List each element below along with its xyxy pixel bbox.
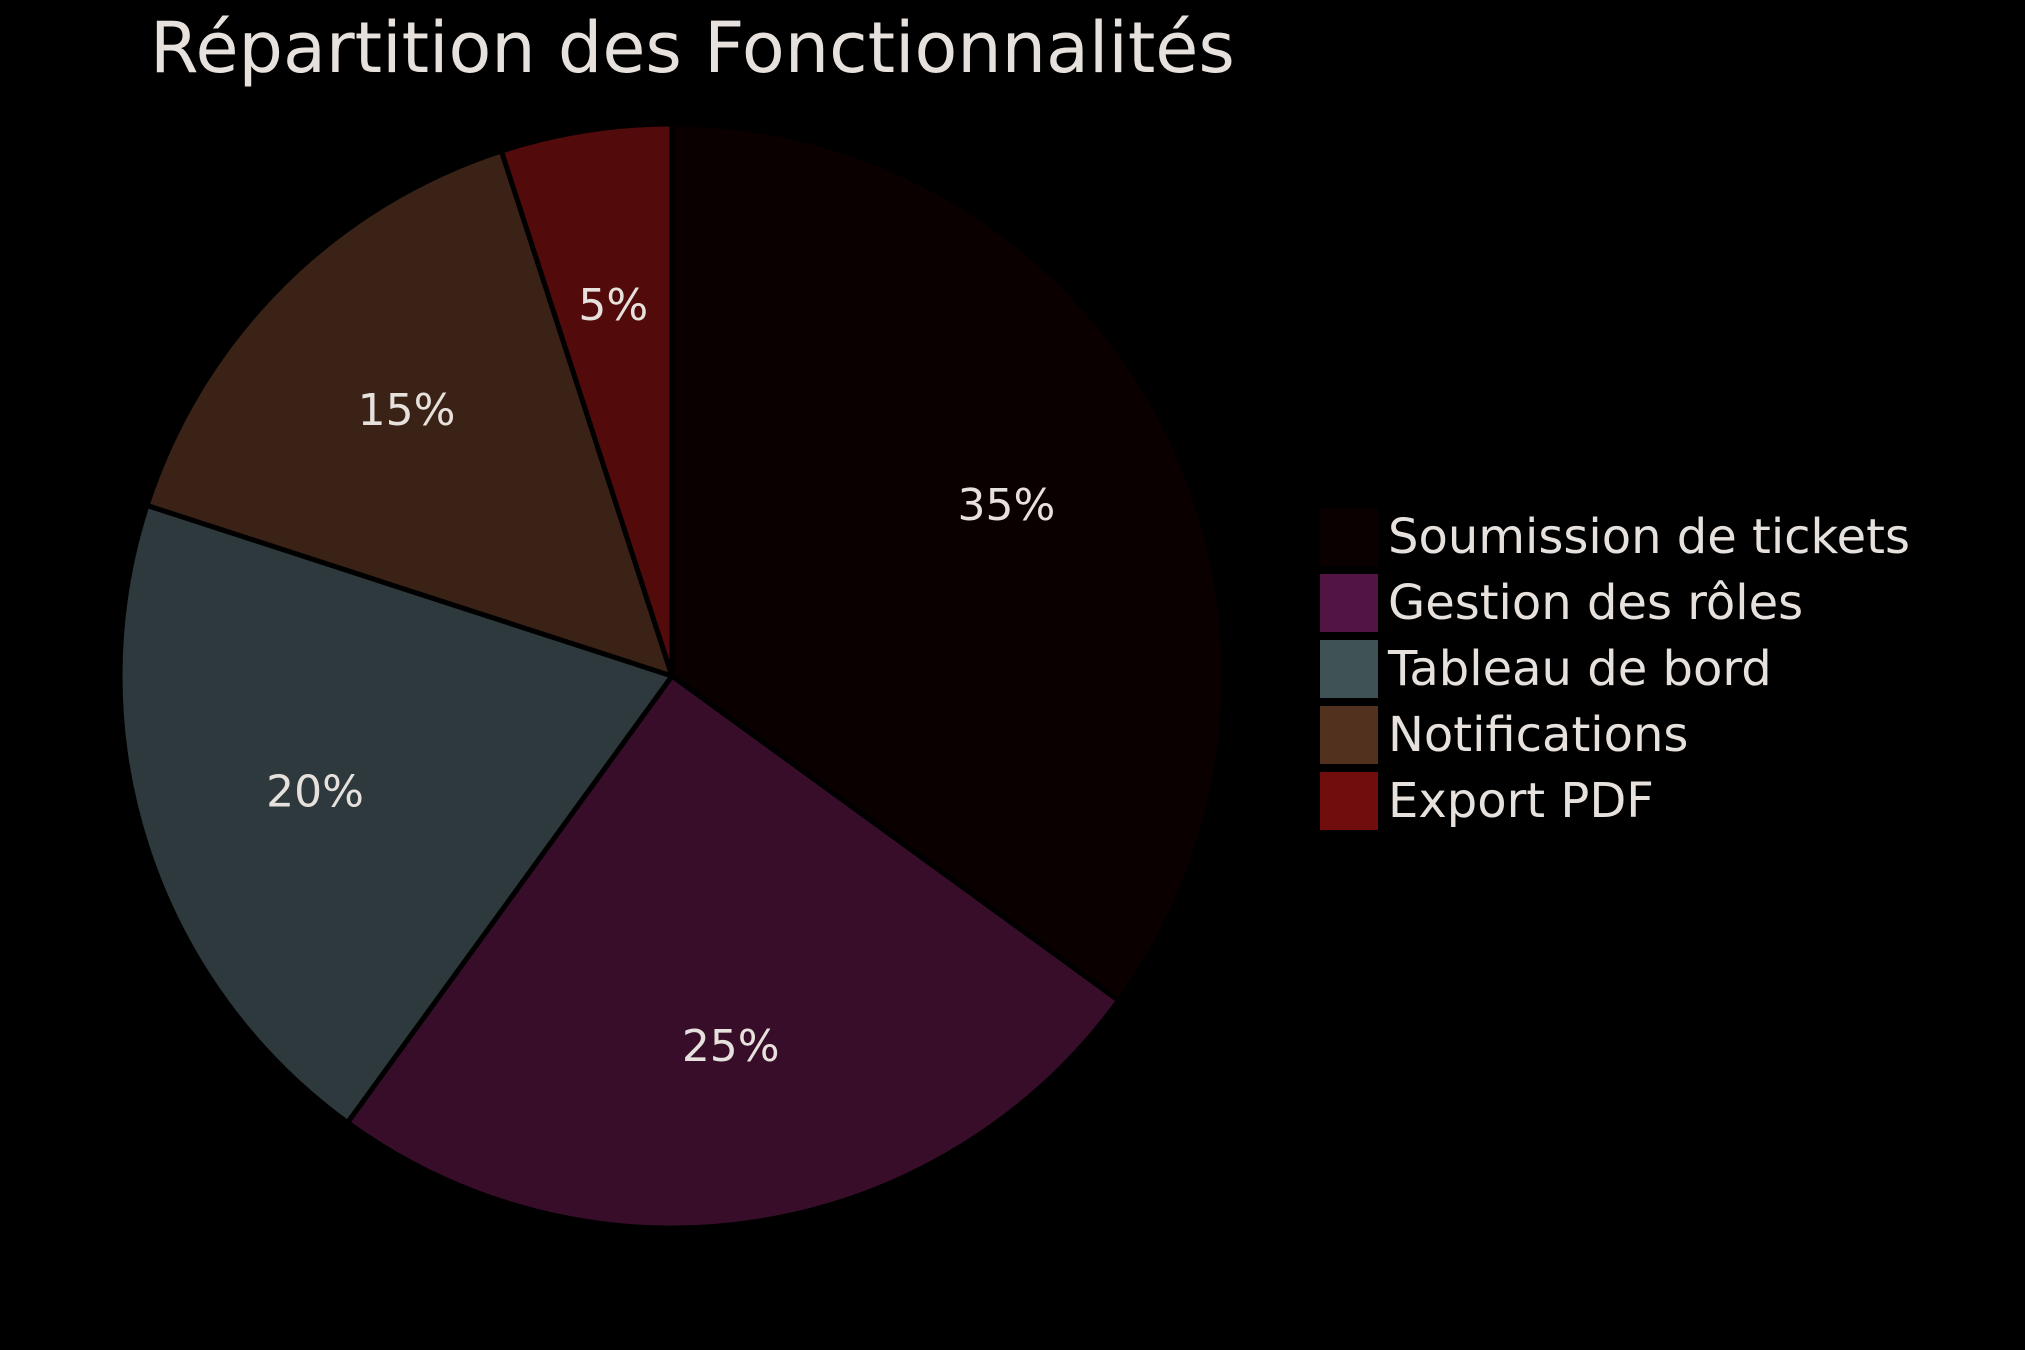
legend-label-export-pdf: Export PDF (1388, 773, 1654, 829)
pie-slice-soumission-de-tickets (669, 121, 1227, 1003)
legend-label-gestion-des-roles: Gestion des rôles (1388, 575, 1803, 631)
slice-labels: 35% 25% 20% 15% 5% (266, 280, 1055, 1072)
legend-swatch-notifications (1320, 706, 1378, 764)
pie-slices (117, 121, 1227, 1231)
slice-value-label-export-pdf: 5% (578, 280, 648, 331)
slice-value-label-tableau-de-bord: 20% (266, 766, 364, 817)
legend-swatch-export-pdf (1320, 772, 1378, 830)
pie-slice-notifications (144, 148, 675, 679)
slice-value-label-notifications: 15% (358, 385, 456, 436)
legend: Soumission de tickets Gestion des rôles Ta… (1320, 508, 1910, 830)
pie-slice-export-pdf (498, 121, 675, 679)
legend-label-notifications: Notifications (1388, 707, 1688, 763)
legend-swatch-tableau-de-bord (1320, 640, 1378, 698)
legend-swatch-gestion-des-roles (1320, 574, 1378, 632)
legend-swatch-soumission-de-tickets (1320, 508, 1378, 566)
chart-title: Répartition des Fonctionnalités (150, 7, 1235, 89)
legend-label-tableau-de-bord: Tableau de bord (1387, 641, 1772, 697)
pie-slice-gestion-des-roles (345, 673, 1122, 1231)
pie-slice-tableau-de-bord (117, 502, 675, 1126)
slice-value-label-gestion-des-roles: 25% (682, 1021, 780, 1072)
legend-label-soumission-de-tickets: Soumission de tickets (1388, 509, 1910, 565)
slice-value-label-soumission-de-tickets: 35% (958, 480, 1056, 531)
